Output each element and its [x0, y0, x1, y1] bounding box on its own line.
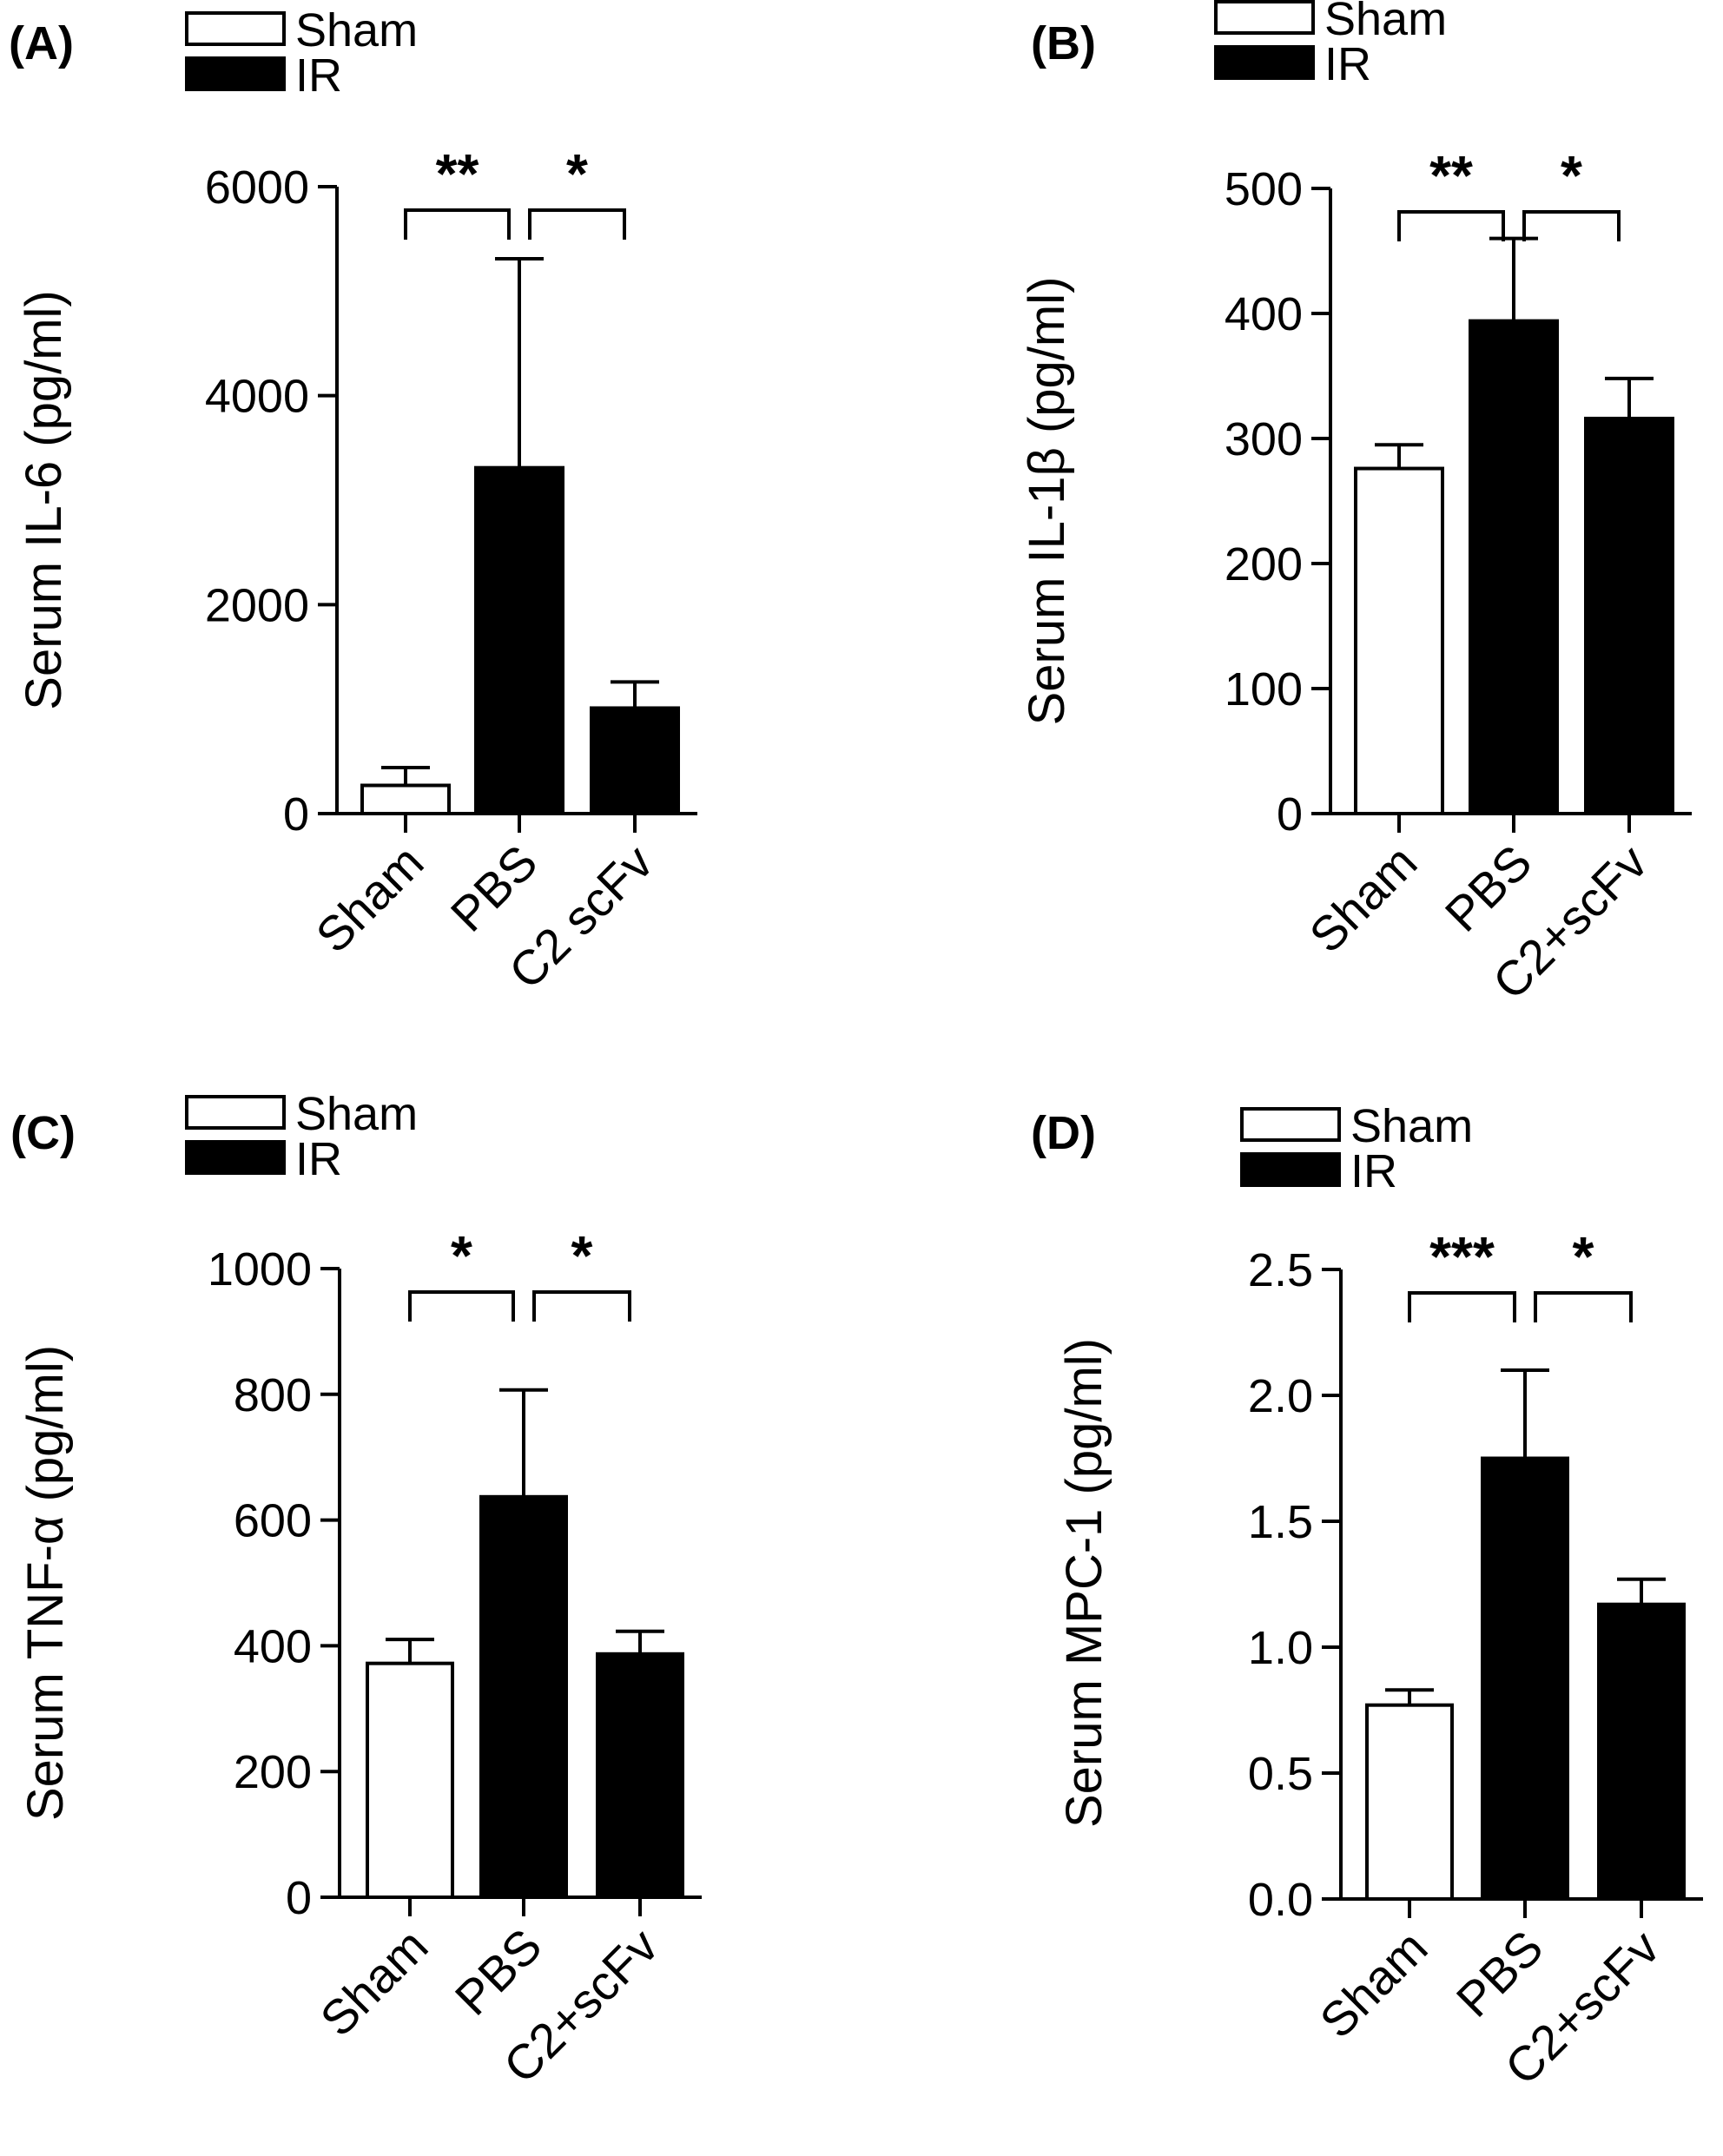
y-tick-label: 400 — [234, 1620, 312, 1672]
significance-label: * — [1561, 144, 1582, 207]
y-tick-label: 0.5 — [1248, 1748, 1313, 1800]
y-tick-label: 200 — [1225, 538, 1303, 590]
y-tick-label: 600 — [234, 1495, 312, 1547]
significance-label: * — [451, 1224, 472, 1287]
x-tick-label-sham: Sham — [305, 834, 433, 963]
y-tick-label: 6000 — [205, 162, 309, 214]
legend-swatch-ir — [1214, 45, 1315, 80]
y-tick-label: 300 — [1225, 413, 1303, 465]
x-tick-label-sham: Sham — [1298, 834, 1427, 963]
significance-bracket — [1397, 210, 1505, 241]
significance-bracket — [528, 208, 626, 240]
y-tick-label: 400 — [1225, 288, 1303, 340]
legend-swatch-ir — [185, 1140, 286, 1175]
significance-bracket — [1534, 1291, 1633, 1322]
y-tick-label: 4000 — [205, 371, 309, 423]
y-tick-label: 100 — [1225, 663, 1303, 715]
y-tick-label: 500 — [1225, 163, 1303, 215]
x-tick-label-pbs: PBS — [440, 834, 548, 942]
y-tick-label: 200 — [234, 1746, 312, 1798]
significance-bracket — [532, 1290, 631, 1322]
x-tick-label-pbs: PBS — [445, 1918, 552, 2026]
significance-label: ** — [1429, 144, 1473, 207]
bar-sham — [1354, 466, 1444, 815]
significance-bracket — [404, 208, 511, 240]
x-tick-label-pbs: PBS — [1435, 834, 1542, 942]
y-tick-label: 0 — [1277, 788, 1303, 841]
y-axis-label: Serum IL-6 (pg/ml) — [16, 290, 72, 709]
significance-label: *** — [1429, 1225, 1495, 1288]
panel-label: (B) — [1031, 17, 1096, 69]
bar-pbs — [1481, 1456, 1569, 1901]
bar-c2-scfv — [1597, 1602, 1686, 1901]
legend-label-sham: Sham — [1350, 1100, 1473, 1152]
y-axis-label: Serum IL-1β (pg/ml) — [1019, 277, 1075, 726]
significance-label: * — [571, 1224, 593, 1287]
legend-swatch-sham — [185, 11, 286, 46]
significance-label: * — [566, 142, 588, 205]
legend-label-sham: Sham — [295, 4, 418, 56]
y-tick-label: 1.5 — [1248, 1496, 1313, 1548]
legend-swatch-ir — [185, 56, 286, 91]
y-tick-label: 800 — [234, 1369, 312, 1421]
bar-sham — [366, 1661, 454, 1899]
y-axis-label: Serum TNF-α (pg/ml) — [17, 1345, 74, 1821]
y-tick-label: 2.5 — [1248, 1244, 1313, 1296]
bar-c2-scfv — [1584, 416, 1674, 815]
legend-swatch-sham — [1214, 0, 1315, 35]
panel-label: (C) — [10, 1107, 76, 1159]
x-tick-label-pbs: PBS — [1446, 1920, 1554, 2027]
bar-pbs — [1469, 319, 1559, 815]
legend-label-ir: IR — [295, 1133, 342, 1185]
x-tick-label-sham: Sham — [309, 1918, 438, 2047]
y-tick-label: 2000 — [205, 579, 309, 631]
x-tick-label-sham: Sham — [1309, 1920, 1437, 2048]
legend-label-ir: IR — [1324, 38, 1371, 90]
legend-label-ir: IR — [1350, 1145, 1397, 1197]
panel-label: (D) — [1031, 1107, 1096, 1159]
y-axis-label: Serum MPC-1 (pg/ml) — [1056, 1338, 1112, 1828]
y-tick-label: 1000 — [208, 1243, 312, 1296]
significance-bracket — [1522, 210, 1621, 241]
panel-label: (A) — [9, 17, 74, 69]
y-tick-label: 2.0 — [1248, 1370, 1313, 1422]
significance-label: ** — [436, 142, 479, 205]
bar-pbs — [474, 465, 564, 815]
significance-label: * — [1573, 1225, 1594, 1288]
legend-swatch-ir — [1240, 1152, 1341, 1187]
legend-swatch-sham — [1240, 1107, 1341, 1142]
bar-c2-scfv — [590, 706, 680, 815]
legend-label-sham: Sham — [295, 1088, 418, 1140]
y-tick-label: 0 — [286, 1872, 312, 1924]
bar-sham — [1365, 1703, 1454, 1901]
legend-label-sham: Sham — [1324, 0, 1447, 45]
y-tick-label: 0 — [283, 788, 309, 841]
significance-bracket — [408, 1290, 515, 1322]
bar-c2-scfv — [596, 1652, 684, 1899]
significance-bracket — [1408, 1291, 1516, 1322]
bar-pbs — [479, 1494, 568, 1899]
legend-label-ir: IR — [295, 49, 342, 102]
bar-sham — [360, 783, 451, 816]
y-tick-label: 0.0 — [1248, 1874, 1313, 1926]
legend-swatch-sham — [185, 1095, 286, 1130]
y-tick-label: 1.0 — [1248, 1622, 1313, 1674]
